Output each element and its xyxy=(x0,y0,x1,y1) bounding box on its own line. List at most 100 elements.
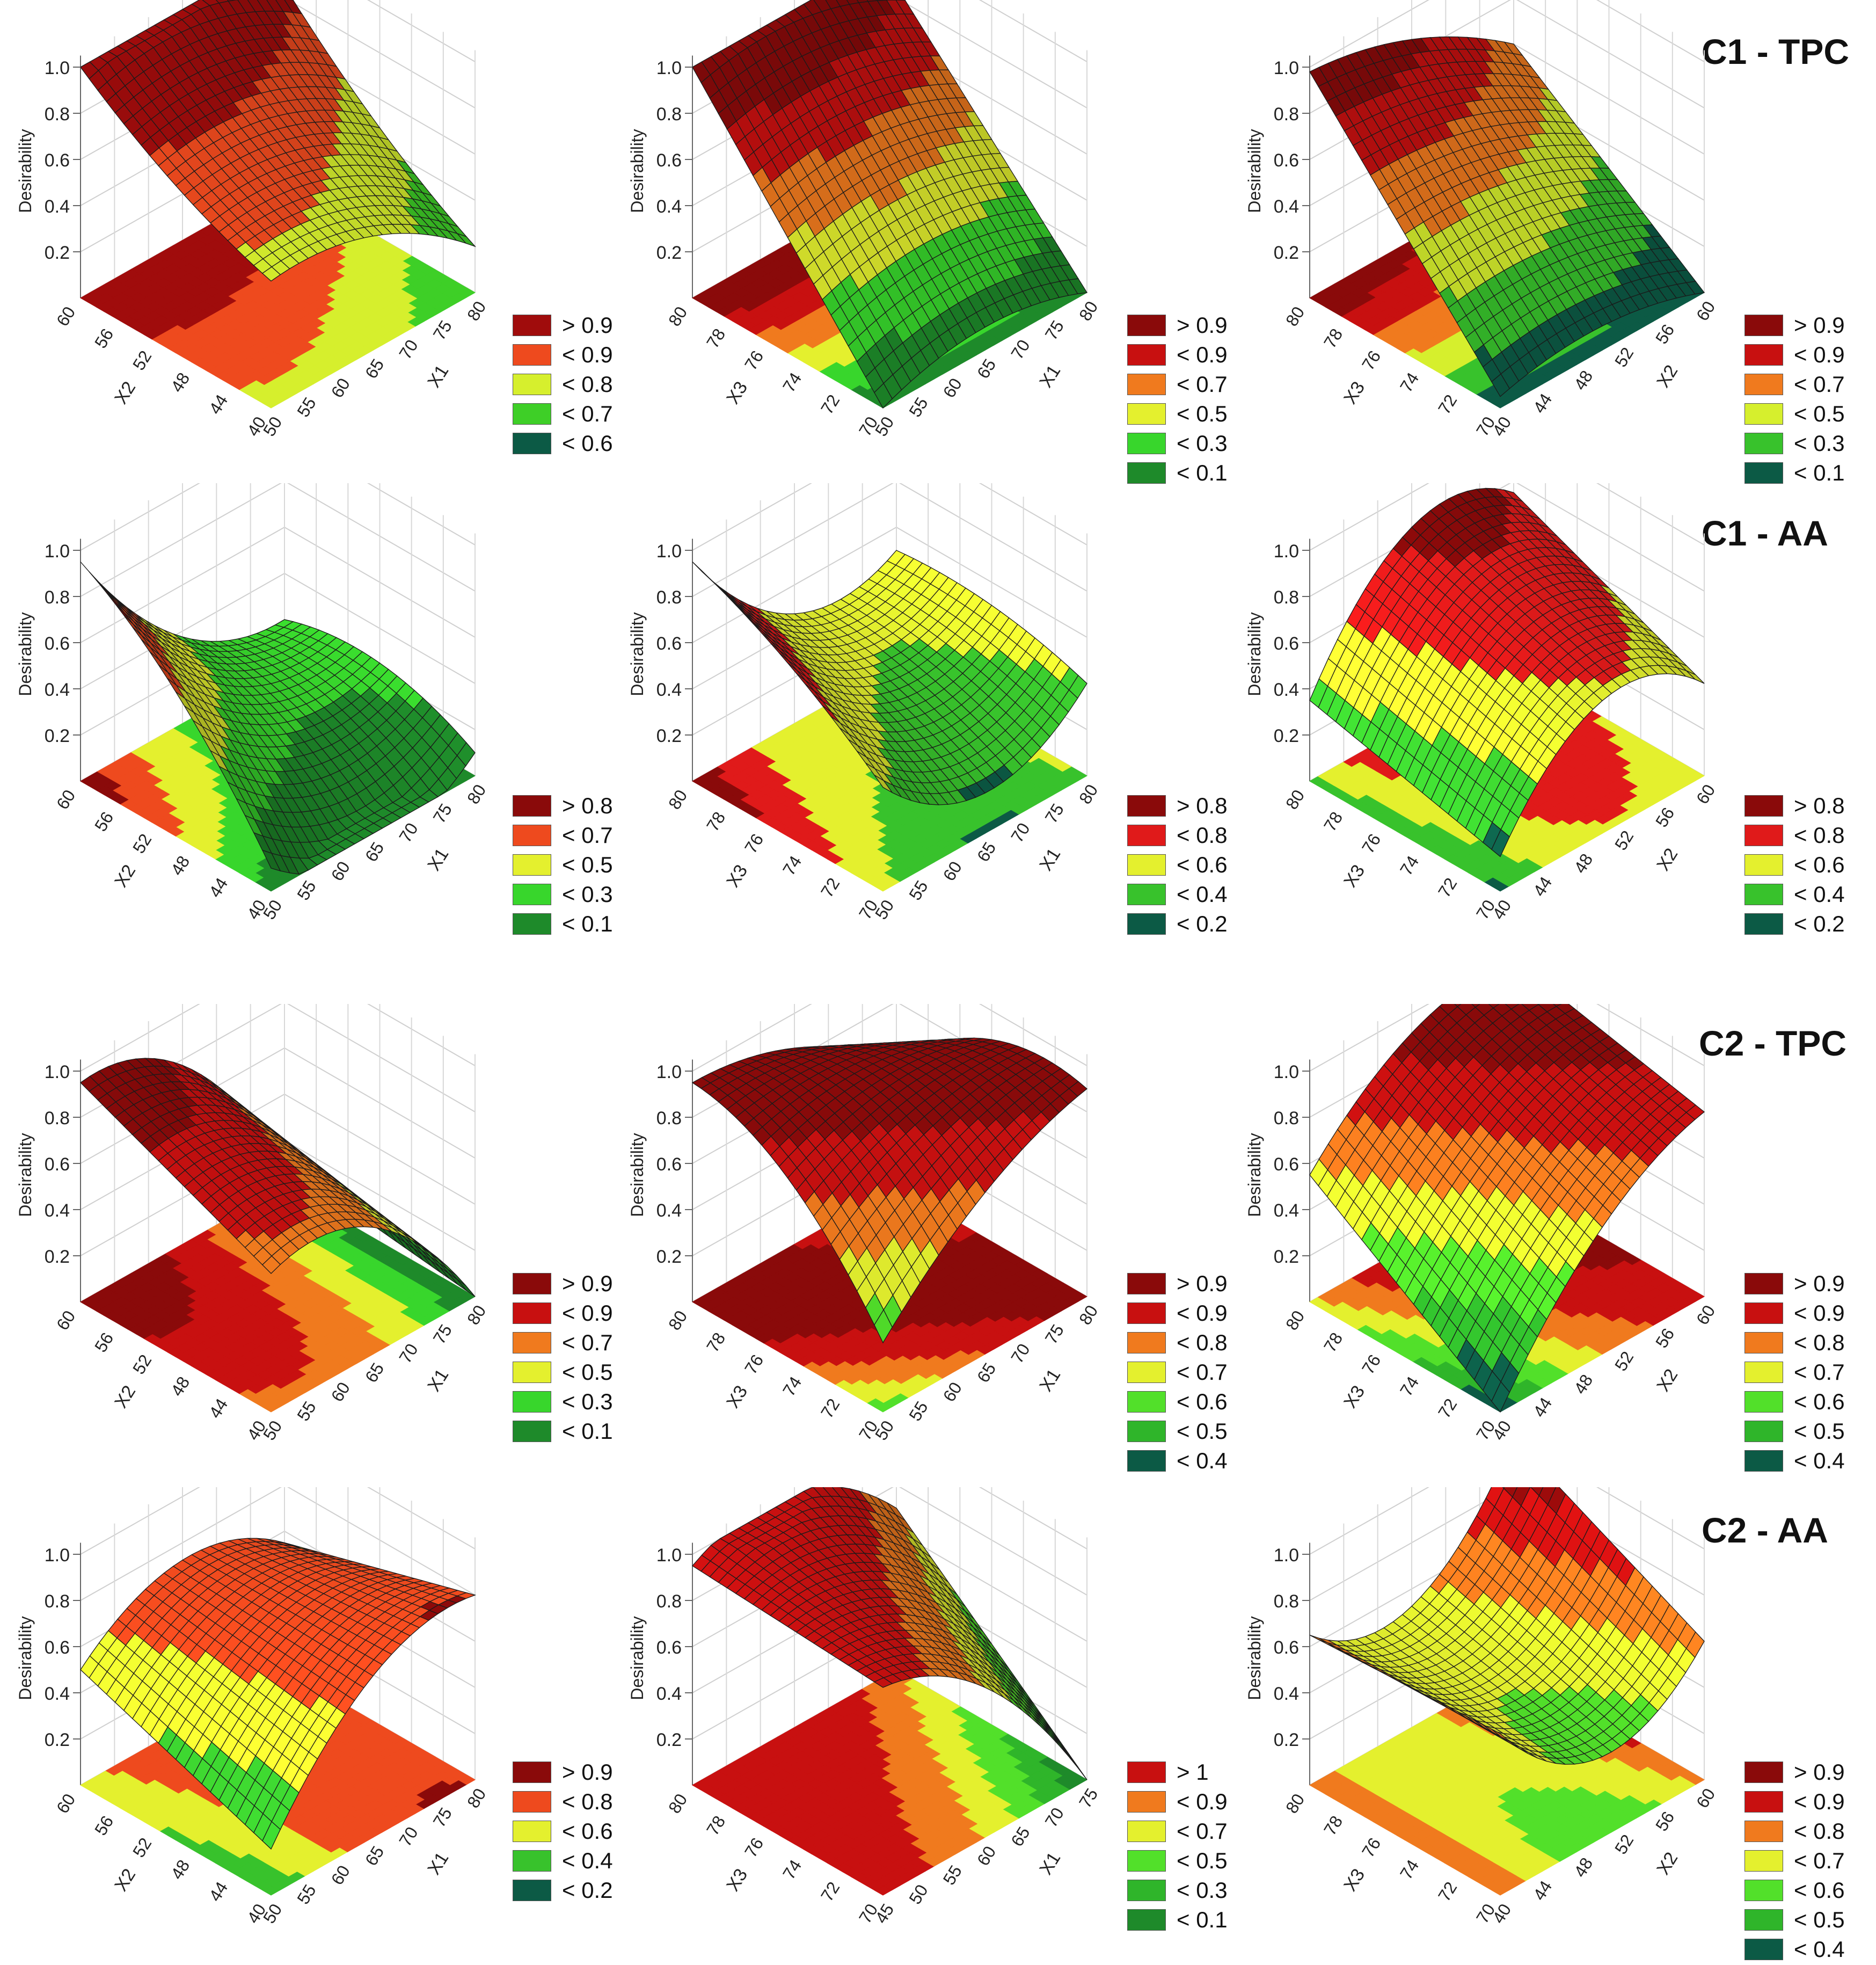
y-tick-label: 60 xyxy=(53,1791,79,1817)
legend-label: < 0.6 xyxy=(1794,1388,1845,1416)
surface-plot-1-2: 0.20.40.60.81.0Desirability5055606570758… xyxy=(612,0,1149,472)
surface-plot-3-1: 0.20.40.60.81.0Desirability5055606570758… xyxy=(0,1004,537,1476)
y-tick-label: 40 xyxy=(243,897,269,923)
z-tick-label: 0.8 xyxy=(1274,587,1299,608)
x-tick-label: 80 xyxy=(463,781,490,807)
x-tick-label: 70 xyxy=(1007,336,1033,362)
x-tick-label: 55 xyxy=(293,1881,319,1908)
x-tick-label: 48 xyxy=(1570,850,1596,877)
z-axis-label: Desirability xyxy=(627,129,647,213)
y-axis-label: X3 xyxy=(722,1382,751,1411)
legend-swatch xyxy=(1744,1362,1783,1383)
x-tick-label: 55 xyxy=(905,394,931,420)
y-tick-label: 78 xyxy=(703,1813,729,1839)
z-tick-label: 0.8 xyxy=(45,587,70,608)
legend-label: < 0.5 xyxy=(1794,1906,1845,1934)
z-tick-label: 0.6 xyxy=(656,1638,682,1658)
legend-label: < 0.4 xyxy=(1794,1447,1845,1475)
x-tick-label: 52 xyxy=(1611,827,1637,854)
surface-plot-4-1: 0.20.40.60.81.0Desirability5055606570758… xyxy=(0,1487,537,1960)
y-tick-label: 40 xyxy=(243,1901,269,1927)
legend-swatch xyxy=(1744,1850,1783,1872)
z-axis-label: Desirability xyxy=(16,612,35,696)
legend-swatch xyxy=(513,854,551,876)
x-tick-label: 48 xyxy=(1570,367,1596,394)
x-tick-label: 70 xyxy=(1041,1804,1068,1830)
x-tick-label: 56 xyxy=(1652,1325,1678,1351)
z-tick-label: 0.4 xyxy=(45,196,70,217)
legend-swatch xyxy=(1744,913,1783,935)
y-tick-label: 40 xyxy=(243,413,269,440)
y-tick-label: 44 xyxy=(205,875,231,901)
x-axis-label: X1 xyxy=(1035,361,1064,391)
legend-swatch xyxy=(513,913,551,935)
legend-swatch xyxy=(1127,433,1166,454)
y-tick-label: 76 xyxy=(1358,1835,1384,1861)
x-tick-label: 60 xyxy=(327,375,354,401)
z-tick-label: 0.6 xyxy=(1274,1154,1299,1175)
z-axis-label: Desirability xyxy=(1245,612,1264,696)
y-tick-label: 74 xyxy=(779,1857,805,1883)
x-axis-label: X1 xyxy=(1035,1365,1064,1395)
z-tick-label: 1.0 xyxy=(656,58,682,78)
legend-label: < 0.5 xyxy=(1177,1417,1228,1445)
y-tick-label: 80 xyxy=(665,1791,691,1817)
legend-swatch xyxy=(513,1791,551,1813)
z-tick-label: 0.2 xyxy=(1274,243,1299,263)
legend-label: < 0.7 xyxy=(562,1329,613,1357)
x-axis-label: X1 xyxy=(424,361,452,391)
x-tick-label: 60 xyxy=(939,1379,966,1405)
z-tick-label: 0.8 xyxy=(656,1108,682,1129)
z-tick-label: 0.6 xyxy=(45,1638,70,1658)
surface-plot-2-3: 0.20.40.60.81.0Desirability404448525660X… xyxy=(1229,483,1766,956)
z-tick-label: 1.0 xyxy=(1274,1545,1299,1566)
y-tick-label: 44 xyxy=(205,391,231,418)
legend-swatch xyxy=(1744,1762,1783,1783)
legend-label: < 0.1 xyxy=(562,1417,613,1445)
y-tick-label: 78 xyxy=(703,325,729,352)
legend-label: < 0.4 xyxy=(1794,1935,1845,1963)
z-tick-label: 0.4 xyxy=(1274,680,1299,700)
y-tick-label: 78 xyxy=(1320,325,1346,352)
legend-label: < 0.6 xyxy=(1794,1876,1845,1904)
x-axis-label: X1 xyxy=(424,1848,452,1878)
x-tick-label: 65 xyxy=(361,355,388,382)
x-tick-label: 60 xyxy=(939,858,966,884)
legend-swatch xyxy=(1127,1909,1166,1931)
z-tick-label: 0.6 xyxy=(656,150,682,171)
x-tick-label: 75 xyxy=(429,317,456,343)
y-tick-label: 76 xyxy=(741,1835,767,1861)
y-tick-label: 78 xyxy=(703,809,729,835)
x-tick-label: 70 xyxy=(1007,819,1033,846)
x-tick-label: 70 xyxy=(1007,1340,1033,1366)
y-tick-label: 48 xyxy=(167,853,193,879)
y-tick-label: 74 xyxy=(1396,853,1422,879)
z-axis-label: Desirability xyxy=(16,1133,35,1217)
surface-plot-2-1: 0.20.40.60.81.0Desirability5055606570758… xyxy=(0,483,537,956)
legend-swatch xyxy=(513,433,551,454)
x-tick-label: 65 xyxy=(973,355,999,382)
y-tick-label: 70 xyxy=(1472,1901,1499,1927)
y-tick-label: 52 xyxy=(129,1835,155,1861)
y-tick-label: 40 xyxy=(243,1417,269,1444)
z-tick-label: 0.2 xyxy=(656,1730,682,1750)
legend-swatch xyxy=(513,1362,551,1383)
z-tick-label: 0.8 xyxy=(656,587,682,608)
legend-swatch xyxy=(513,403,551,425)
legend-label: < 0.8 xyxy=(1177,821,1228,849)
x-tick-label: 56 xyxy=(1652,804,1678,831)
z-tick-label: 1.0 xyxy=(656,1062,682,1082)
y-tick-label: 74 xyxy=(779,369,805,396)
z-tick-label: 0.2 xyxy=(45,243,70,263)
legend-label: < 0.2 xyxy=(562,1876,613,1904)
y-tick-label: 52 xyxy=(129,1351,155,1378)
z-tick-label: 0.6 xyxy=(45,1154,70,1175)
surface-plot-1-3: 0.20.40.60.81.0Desirability404448525660X… xyxy=(1229,0,1766,472)
z-tick-label: 1.0 xyxy=(45,1062,70,1082)
x-axis-label: X1 xyxy=(424,845,452,874)
legend-label: < 0.7 xyxy=(1794,1358,1845,1386)
x-axis-label: X2 xyxy=(1653,845,1682,874)
y-tick-label: 74 xyxy=(1396,369,1422,396)
